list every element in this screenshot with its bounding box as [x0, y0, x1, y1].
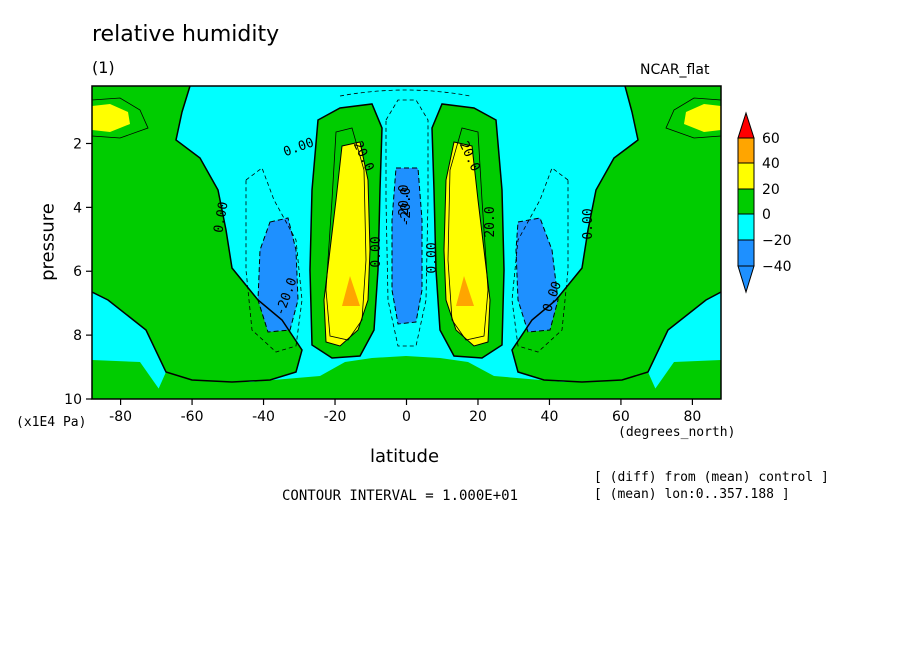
y-tick-label: 4 [73, 200, 82, 216]
blue-region-equator [392, 168, 422, 324]
x-tick-label: -40 [252, 409, 275, 425]
x-tick-label: 60 [612, 409, 630, 425]
contour-label: 0.00 [425, 242, 440, 273]
colorbar-label: 40 [762, 156, 780, 172]
x-axis-units: (degrees_north) [618, 425, 736, 440]
y-tick-label: 2 [73, 136, 82, 152]
contour-label: 0.00 [211, 201, 231, 234]
y-tick-label: 6 [73, 264, 82, 280]
contour-label: 0.00 [369, 236, 384, 267]
colorbar-label: −20 [762, 233, 792, 249]
green-region-west-low [92, 360, 166, 399]
yellow-region-north [444, 142, 490, 346]
y-tick-label: 10 [64, 392, 82, 408]
contour-label: -20.0 [399, 187, 414, 226]
colorbar: 60 40 20 0 −20 −40 [737, 111, 792, 294]
x-tick-label: 20 [469, 409, 487, 425]
x-tick-label: -20 [324, 409, 347, 425]
colorbar-segment [737, 188, 755, 215]
chart-subtitle: (1) [92, 58, 115, 77]
blue-region-south [258, 218, 298, 332]
chart-title: relative humidity [92, 22, 280, 47]
colorbar-segment [737, 162, 755, 190]
x-axis: -80 -60 -40 -20 0 20 40 60 80 [109, 399, 701, 425]
x-tick-label: 80 [683, 409, 701, 425]
green-region-east-low [648, 360, 721, 399]
yellow-region-south [324, 142, 370, 346]
yellow-region-ne-corner [684, 104, 721, 132]
note-mean: [ (mean) lon:0..357.188 ] [594, 487, 790, 502]
y-axis: 2 4 6 8 10 [64, 136, 92, 408]
x-tick-label: 40 [541, 409, 559, 425]
colorbar-label: −40 [762, 259, 792, 275]
orange-core-south [342, 276, 360, 306]
y-axis-units: (x1E4 Pa) [16, 415, 87, 430]
contour-label: -20.0 [397, 184, 412, 223]
contour-fills [92, 86, 721, 399]
contour-label: 20.0 [483, 206, 498, 237]
colorbar-segment [737, 213, 755, 241]
dataset-name: NCAR_flat [640, 62, 710, 78]
blue-region-north [516, 218, 558, 332]
colorbar-segment-min [737, 265, 755, 294]
colorbar-label: 60 [762, 131, 780, 147]
x-tick-label: -60 [181, 409, 204, 425]
y-tick-label: 8 [73, 328, 82, 344]
colorbar-label: 20 [762, 182, 780, 198]
yellow-region-sw-corner [92, 104, 130, 132]
x-tick-label: -80 [109, 409, 132, 425]
orange-core-north [456, 276, 474, 306]
x-axis-label: latitude [370, 446, 440, 467]
colorbar-label: 0 [762, 207, 771, 223]
colorbar-segment [737, 137, 755, 164]
contour-lines [92, 86, 721, 383]
contour-label: 0.00 [581, 208, 596, 239]
green-region-bottom [154, 356, 660, 399]
colorbar-segment-max [737, 111, 755, 139]
note-diff: [ (diff) from (mean) control ] [594, 470, 829, 485]
contour-interval: CONTOUR INTERVAL = 1.000E+01 [282, 488, 519, 504]
x-tick-label: 0 [402, 409, 411, 425]
colorbar-segment [737, 239, 755, 267]
